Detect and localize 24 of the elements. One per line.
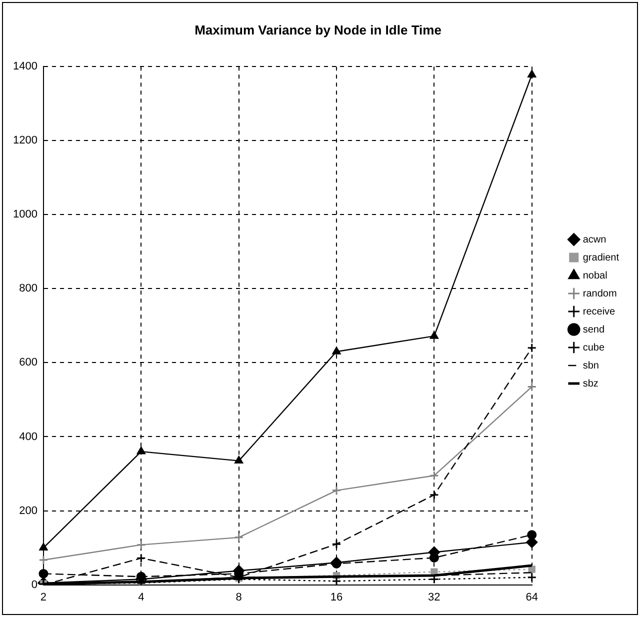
x-tick-label: 64 [526,591,538,604]
legend-label: acwn [582,234,606,246]
x-tick-label: 16 [330,591,343,604]
y-tick-label: 400 [19,430,38,443]
legend-label: cube [582,342,605,354]
x-tick-label: 8 [236,591,242,604]
legend-label: random [582,288,617,300]
legend-label: sbz [582,378,598,390]
y-tick-label: 600 [19,356,38,369]
chart-title: Maximum Variance by Node in Idle Time [194,22,442,38]
y-tick-label: 1400 [12,60,38,73]
legend-label: send [582,324,605,336]
x-tick-label: 32 [428,591,440,604]
x-tick-label: 2 [40,591,47,604]
y-tick-label: 0 [31,578,38,591]
y-tick-label: 200 [19,504,38,517]
legend-label: receive [582,306,616,318]
y-tick-label: 1200 [12,134,38,147]
y-tick-label: 1000 [12,208,38,221]
x-tick-label: 4 [138,591,144,604]
y-tick-label: 800 [19,282,38,295]
legend-label: gradient [582,252,620,264]
legend-label: nobal [582,270,608,282]
legend-label: sbn [582,360,599,372]
